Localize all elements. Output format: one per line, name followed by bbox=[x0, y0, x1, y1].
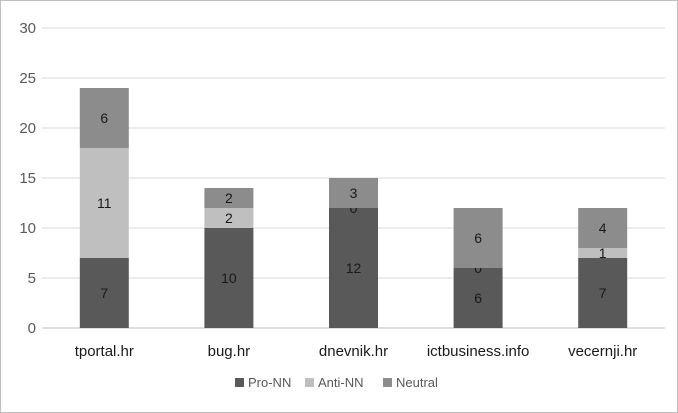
y-tick-label: 15 bbox=[19, 170, 36, 187]
y-tick-label: 5 bbox=[28, 270, 36, 287]
data-label: 6 bbox=[474, 290, 482, 306]
bar-segment-anti-nn bbox=[79, 148, 129, 258]
legend-label: Neutral bbox=[396, 375, 438, 390]
bar-segment-neutral bbox=[204, 188, 254, 208]
x-category-label: bug.hr bbox=[208, 343, 251, 360]
data-label: 10 bbox=[221, 270, 237, 286]
y-tick-label: 0 bbox=[28, 320, 36, 337]
data-label: 1 bbox=[599, 245, 607, 261]
data-label: 6 bbox=[100, 110, 108, 126]
data-label: 4 bbox=[599, 220, 607, 236]
legend-label: Pro-NN bbox=[248, 375, 291, 390]
bar-segment-pro-nn bbox=[578, 258, 628, 328]
data-label: 11 bbox=[97, 195, 112, 211]
data-label: 6 bbox=[474, 230, 482, 246]
bar-segment-pro-nn bbox=[79, 258, 129, 328]
bar-segment-neutral bbox=[79, 88, 129, 148]
bar-segment-pro-nn bbox=[329, 208, 378, 328]
y-tick-label: 25 bbox=[19, 70, 36, 87]
bar-segment-anti-nn bbox=[204, 208, 254, 228]
bar-segment-neutral bbox=[329, 178, 378, 208]
bar-segment-pro-nn bbox=[453, 268, 503, 328]
bar-segment-pro-nn bbox=[204, 228, 254, 328]
bar-segment-neutral bbox=[453, 208, 503, 268]
data-label: 2 bbox=[225, 210, 233, 226]
data-label: 2 bbox=[225, 190, 233, 206]
y-tick-label: 20 bbox=[19, 120, 36, 137]
legend-swatch bbox=[235, 378, 244, 387]
data-label: 3 bbox=[350, 185, 358, 201]
y-tick-label: 30 bbox=[19, 20, 36, 37]
legend-label: Anti-NN bbox=[318, 375, 364, 390]
data-label: 12 bbox=[346, 260, 362, 276]
x-category-label: tportal.hr bbox=[75, 343, 134, 360]
legend-swatch bbox=[305, 378, 314, 387]
x-category-label: ictbusiness.info bbox=[427, 343, 530, 360]
legend-swatch bbox=[383, 378, 392, 387]
bar-segment-anti-nn bbox=[578, 248, 628, 258]
data-label: 7 bbox=[100, 285, 108, 301]
y-tick-label: 10 bbox=[19, 220, 36, 237]
x-category-label: dnevnik.hr bbox=[319, 343, 388, 360]
x-category-label: vecernji.hr bbox=[568, 343, 637, 360]
data-label: 7 bbox=[599, 285, 607, 301]
bar-segment-neutral bbox=[578, 208, 628, 248]
